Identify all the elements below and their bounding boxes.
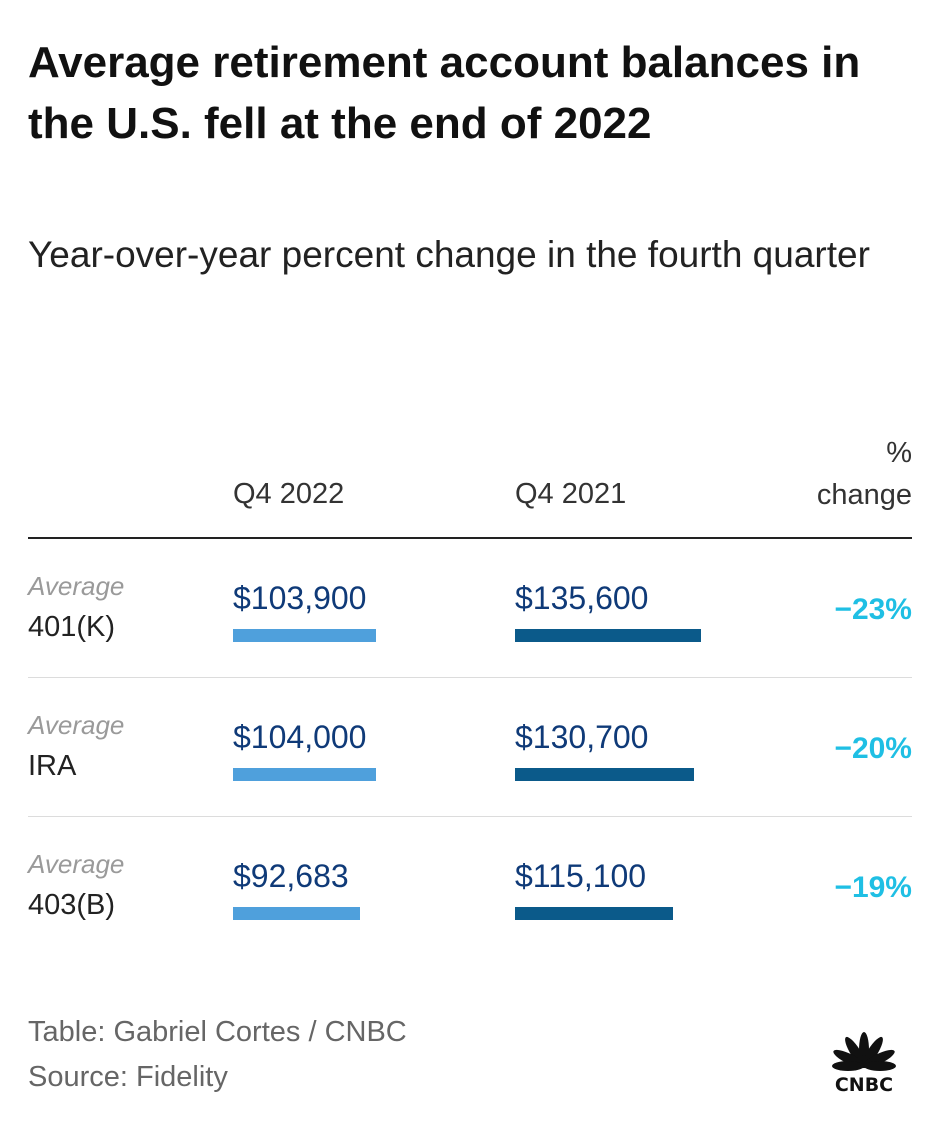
change-401k: −23% — [834, 593, 912, 626]
bar-403b-q4-2022 — [233, 907, 360, 920]
row-divider — [28, 816, 912, 817]
column-header-percent-sign: % — [886, 437, 912, 469]
row-label-prefix: Average — [28, 571, 125, 601]
bar-ira-q4-2021 — [515, 768, 694, 781]
row-label-prefix: Average — [28, 710, 125, 740]
row-divider — [28, 677, 912, 678]
column-header-q4-2021: Q4 2021 — [515, 478, 627, 510]
value-403b-q4-2021: $115,100 — [515, 858, 647, 894]
change-403b: −19% — [834, 871, 912, 904]
row-label-ira: IRA — [28, 750, 77, 782]
row-label-401k: 401(K) — [28, 611, 116, 643]
value-403b-q4-2022: $92,683 — [233, 858, 349, 894]
row-label-prefix: Average — [28, 849, 125, 879]
row-label-403b: 403(B) — [28, 889, 116, 921]
value-401k-q4-2021: $135,600 — [515, 580, 649, 616]
cnbc-logo-text: CNBC — [835, 1074, 893, 1094]
header-divider — [28, 537, 912, 539]
cnbc-peacock-logo: CNBC — [832, 1032, 896, 1094]
footer-source: Source: Fidelity — [28, 1061, 228, 1093]
chart-title: Average retirement account balances in t… — [28, 38, 861, 148]
change-ira: −20% — [834, 732, 912, 765]
value-401k-q4-2022: $103,900 — [233, 580, 367, 616]
column-header-change-word: change — [816, 479, 912, 511]
chart-subtitle: Year-over-year percent change in the fou… — [28, 234, 870, 275]
value-ira-q4-2022: $104,000 — [233, 719, 367, 755]
footer-credit: Table: Gabriel Cortes / CNBC — [28, 1016, 407, 1048]
column-header-percent-change: % change — [817, 432, 912, 516]
bar-401k-q4-2021 — [515, 629, 701, 642]
bar-403b-q4-2021 — [515, 907, 673, 920]
bar-401k-q4-2022 — [233, 629, 376, 642]
column-header-q4-2022: Q4 2022 — [233, 478, 345, 510]
value-ira-q4-2021: $130,700 — [515, 719, 649, 755]
bar-ira-q4-2022 — [233, 768, 376, 781]
